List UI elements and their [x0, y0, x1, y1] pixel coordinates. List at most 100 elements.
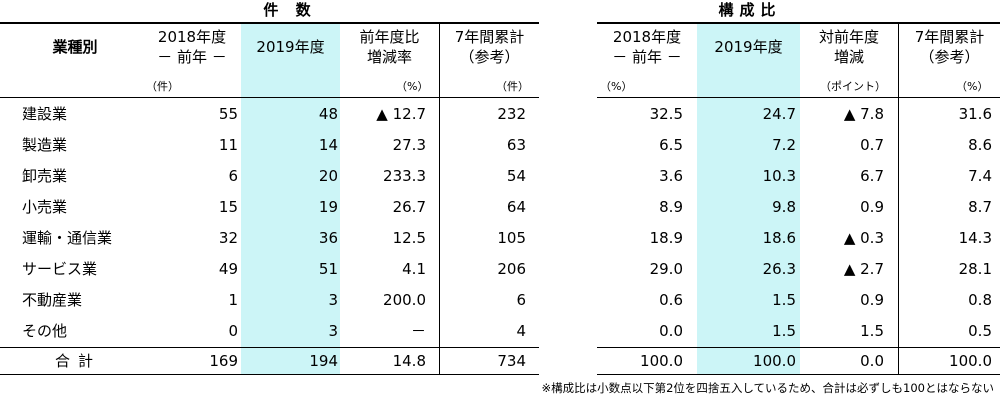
cell-cum: 6 — [516, 291, 526, 309]
cell-r-cur: 26.3 — [762, 260, 796, 278]
header-yoy-2: 増減率 — [366, 48, 412, 66]
cell-r-diff: 0.9 — [860, 291, 884, 309]
cell-yoy: 200.0 — [383, 291, 426, 309]
cell-yoy: 12.5 — [392, 229, 426, 247]
cell-cur: 3 — [328, 322, 338, 340]
industry-name: サービス業 — [22, 260, 98, 278]
cell-r-diff: ▲ 0.3 — [843, 229, 884, 247]
cell-yoy: 14.8 — [392, 352, 426, 370]
cell-cur: 51 — [318, 260, 338, 278]
cell-r-cum: 8.6 — [968, 136, 992, 154]
header-rule-left — [0, 97, 539, 98]
industry-name: 運輸・通信業 — [22, 229, 113, 247]
section-count-title: 件 数 — [263, 1, 317, 19]
cell-r-prev: 0.6 — [659, 291, 683, 309]
cell-r-diff: 1.5 — [860, 322, 884, 340]
cell-r-prev: 3.6 — [659, 167, 683, 185]
cell-r-cum: 0.5 — [968, 322, 992, 340]
cell-r-cur: 1.5 — [772, 291, 796, 309]
header-prev-2: － 前年 － — [157, 48, 227, 66]
cell-r-prev: 29.0 — [649, 260, 683, 278]
cell-r-prev: 18.9 — [649, 229, 683, 247]
cell-r-cur: 7.2 — [772, 136, 796, 154]
cell-cum: 105 — [497, 229, 526, 247]
industry-name: 建設業 — [22, 105, 68, 123]
header-prev-1: 2018年度 — [157, 28, 227, 46]
cell-r-diff: 0.7 — [860, 136, 884, 154]
unit-prev: （件） — [146, 80, 179, 93]
cell-r-cur: 1.5 — [772, 322, 796, 340]
cell-cur: 20 — [318, 167, 338, 185]
industry-name: 不動産業 — [22, 291, 83, 309]
cell-r-cum: 31.6 — [958, 105, 992, 123]
cell-cur: 19 — [318, 198, 338, 216]
cell-r-cum: 7.4 — [968, 167, 992, 185]
total-bottom-rule-right — [597, 374, 1000, 375]
cell-r-cum: 14.3 — [958, 229, 992, 247]
cell-r-cum: 8.7 — [968, 198, 992, 216]
top-rule-left — [0, 22, 539, 24]
cell-yoy: 27.3 — [392, 136, 426, 154]
cell-yoy: 26.7 — [392, 198, 426, 216]
cell-prev: 0 — [228, 322, 238, 340]
divider-after-yoy — [439, 24, 440, 374]
cell-cum: 206 — [497, 260, 526, 278]
cell-cum: 734 — [497, 352, 526, 370]
total-bottom-rule-left — [0, 374, 539, 375]
cell-cur: 14 — [318, 136, 338, 154]
cell-r-prev: 8.9 — [659, 198, 683, 216]
total-top-rule-right — [597, 347, 1000, 348]
header-yoy-1: 前年度比 — [359, 28, 420, 46]
cell-r-cur: 10.3 — [762, 167, 796, 185]
industry-name: 小売業 — [22, 198, 68, 216]
cell-r-prev: 0.0 — [659, 322, 683, 340]
header-cur: 2019年度 — [256, 38, 325, 56]
header-r-cum-1: 7年間累計 — [914, 28, 985, 46]
r-cur-column-highlight — [697, 24, 800, 374]
cell-prev: 49 — [218, 260, 238, 278]
cell-cur: 194 — [309, 352, 338, 370]
cell-cum: 63 — [506, 136, 526, 154]
industry-name: 卸売業 — [22, 167, 68, 185]
cell-cur: 36 — [318, 229, 338, 247]
cell-prev: 169 — [209, 352, 238, 370]
cell-r-cum: 100.0 — [949, 352, 992, 370]
total-label: 合計 — [55, 352, 102, 370]
cell-r-diff: 0.0 — [860, 352, 884, 370]
unit-r-diff: （ポイント） — [820, 80, 886, 93]
cell-r-cum: 28.1 — [958, 260, 992, 278]
cell-r-cur: 18.6 — [762, 229, 796, 247]
section-ratio-title: 構成比 — [718, 1, 782, 19]
cell-r-diff: ▲ 2.7 — [843, 260, 884, 278]
cur-column-highlight — [241, 24, 340, 374]
cell-r-diff: ▲ 7.8 — [843, 105, 884, 123]
cell-prev: 1 — [228, 291, 238, 309]
header-r-prev-2: － 前年 － — [612, 48, 682, 66]
cell-r-cur: 100.0 — [753, 352, 796, 370]
cell-r-diff: 6.7 — [860, 167, 884, 185]
unit-r-cum: （%） — [956, 80, 989, 93]
cell-r-prev: 100.0 — [640, 352, 683, 370]
header-r-cur: 2019年度 — [714, 38, 783, 56]
cell-cum: 54 — [506, 167, 526, 185]
divider-after-rdiff — [898, 24, 899, 374]
cell-prev: 32 — [218, 229, 238, 247]
top-rule-right — [597, 22, 1000, 24]
header-rule-right — [597, 97, 1000, 98]
cell-yoy: 233.3 — [383, 167, 426, 185]
cell-r-prev: 6.5 — [659, 136, 683, 154]
cell-yoy: － — [410, 322, 426, 340]
cell-prev: 15 — [218, 198, 238, 216]
cell-r-cur: 24.7 — [762, 105, 796, 123]
footnote: ※構成比は小数点以下第2位を四捨五入しているため、合計は必ずしも100とはならな… — [541, 381, 994, 395]
cell-prev: 6 — [228, 167, 238, 185]
header-r-diff-1: 対前年度 — [818, 28, 879, 46]
header-r-prev-1: 2018年度 — [612, 28, 682, 46]
cell-r-cum: 0.8 — [968, 291, 992, 309]
cell-r-prev: 32.5 — [649, 105, 683, 123]
industry-name: 製造業 — [22, 136, 68, 154]
cell-prev: 55 — [218, 105, 238, 123]
total-top-rule-left — [0, 347, 539, 348]
cell-cur: 3 — [328, 291, 338, 309]
cell-r-diff: 0.9 — [860, 198, 884, 216]
